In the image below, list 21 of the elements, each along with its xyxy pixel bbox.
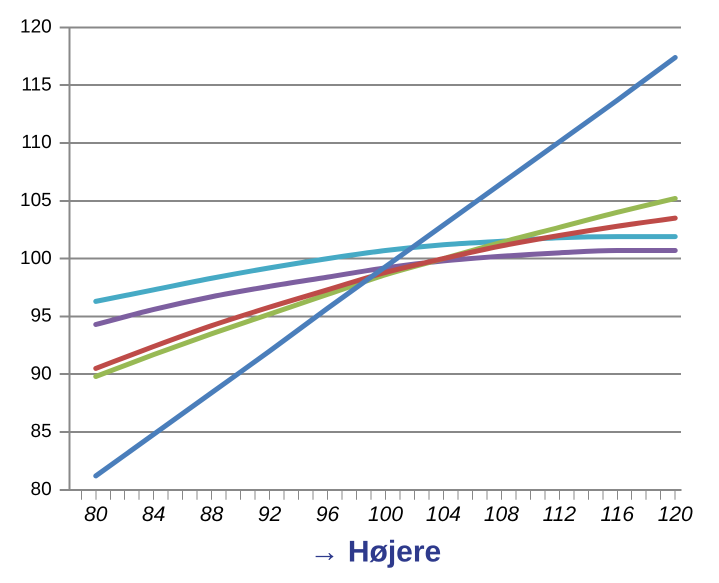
- y-tick-label: 110: [21, 132, 52, 154]
- x-tick-label: 88: [200, 503, 224, 526]
- x-tick-label: 80: [84, 503, 108, 526]
- x-tick-label: 92: [258, 503, 282, 526]
- x-tick-label: 120: [658, 503, 694, 526]
- y-tick-label: 115: [21, 74, 52, 96]
- x-tick-label: 112: [542, 503, 576, 526]
- y-tick-label: 90: [30, 363, 52, 384]
- y-tick-label: 100: [20, 248, 52, 269]
- x-tick-label: 96: [316, 503, 340, 526]
- x-tick-label: 108: [484, 503, 520, 526]
- x-axis-title: → Højere: [309, 535, 442, 568]
- x-tick-label: 104: [426, 503, 461, 526]
- x-tick-label: 116: [600, 503, 634, 526]
- y-tick-label: 85: [30, 421, 52, 442]
- y-tick-label: 120: [20, 16, 52, 38]
- y-tick-label: 105: [20, 190, 52, 212]
- y-tick-label: 80: [30, 479, 52, 500]
- x-tick-label: 84: [142, 503, 166, 526]
- y-tick-label: 95: [30, 306, 52, 327]
- x-tick-label: 100: [368, 503, 404, 526]
